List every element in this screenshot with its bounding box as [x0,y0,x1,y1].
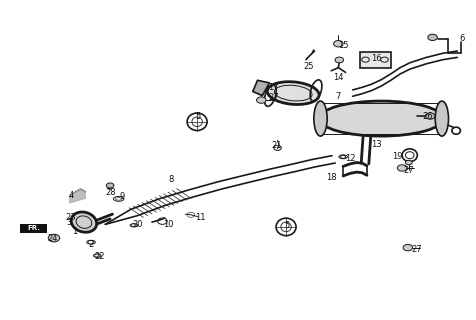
Ellipse shape [267,82,318,105]
Text: 17: 17 [268,83,278,92]
Text: 2: 2 [88,240,93,249]
Ellipse shape [434,101,447,136]
Text: 24: 24 [48,234,58,243]
Text: 19: 19 [392,152,402,161]
Text: 22: 22 [94,252,105,261]
Circle shape [106,183,114,188]
Circle shape [256,97,266,103]
Circle shape [334,57,343,63]
Text: 7: 7 [335,92,340,101]
Text: 4: 4 [69,190,74,200]
Text: 9: 9 [119,192,124,201]
Text: 15: 15 [337,41,347,50]
Circle shape [425,113,434,119]
Ellipse shape [318,101,442,136]
Text: 23: 23 [66,213,76,222]
Circle shape [405,160,411,165]
Text: 27: 27 [411,245,421,254]
Ellipse shape [313,101,327,136]
Text: 5: 5 [284,221,289,230]
Text: 28: 28 [106,188,116,197]
Circle shape [48,234,60,242]
Text: 10: 10 [162,220,173,229]
Polygon shape [69,189,85,203]
Text: 25: 25 [303,61,314,70]
Circle shape [427,34,436,41]
Circle shape [333,41,342,47]
Text: 13: 13 [370,140,381,148]
Text: 3: 3 [66,218,71,227]
Circle shape [402,244,412,251]
Text: 20: 20 [132,220,143,229]
Text: 6: 6 [458,35,464,44]
Circle shape [397,165,406,171]
Bar [359,52,390,68]
Text: 14: 14 [332,73,343,82]
Text: FR.: FR. [27,225,40,231]
Text: 27: 27 [268,93,279,102]
Ellipse shape [71,212,97,232]
Text: 27: 27 [403,166,413,175]
Text: 1: 1 [72,227,77,236]
FancyBboxPatch shape [20,224,47,233]
Text: 8: 8 [168,175,173,184]
Text: 5: 5 [195,113,200,122]
Text: 18: 18 [325,173,336,182]
Text: 26: 26 [422,112,432,121]
Text: 12: 12 [344,154,355,163]
Text: 11: 11 [195,213,205,222]
Polygon shape [252,80,269,96]
Text: 21: 21 [271,141,281,150]
Text: 16: 16 [370,53,381,62]
